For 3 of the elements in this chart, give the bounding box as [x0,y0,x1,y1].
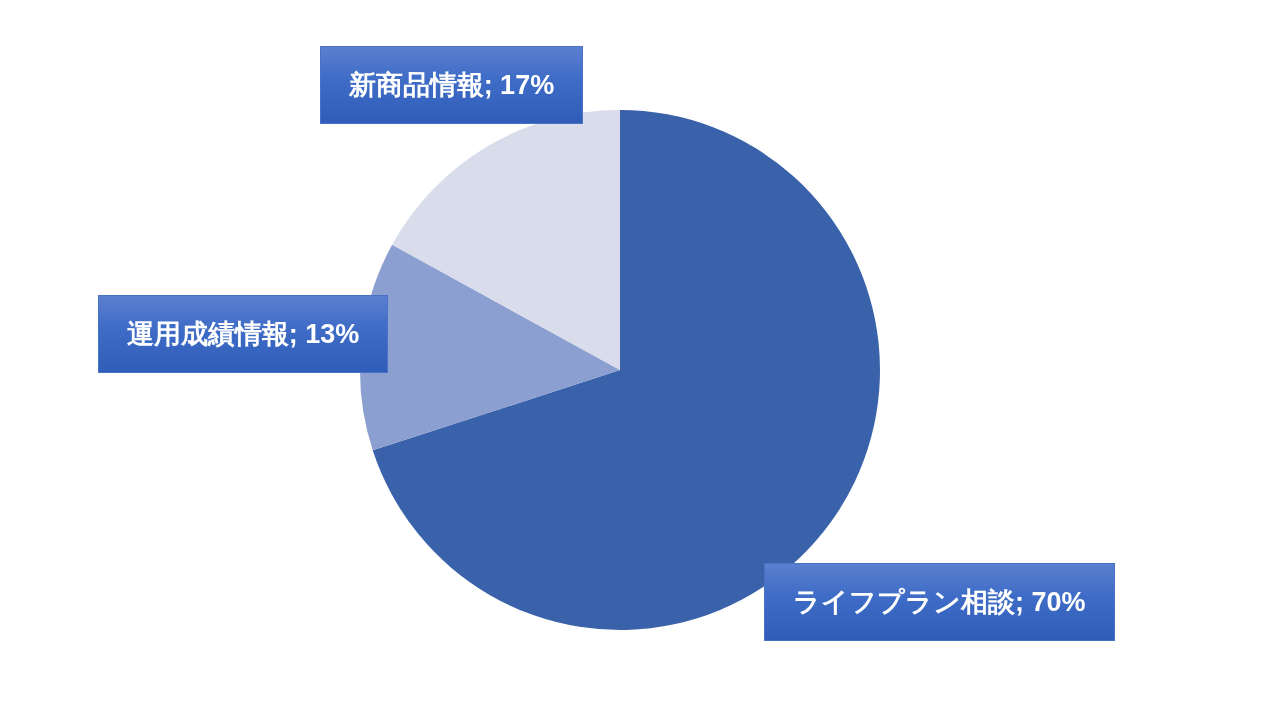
slice-label: 運用成績情報; 13% [97,295,389,374]
slice-label: 新商品情報; 17% [319,46,584,125]
slice-label: ライフプラン相談; 70% [763,563,1115,642]
